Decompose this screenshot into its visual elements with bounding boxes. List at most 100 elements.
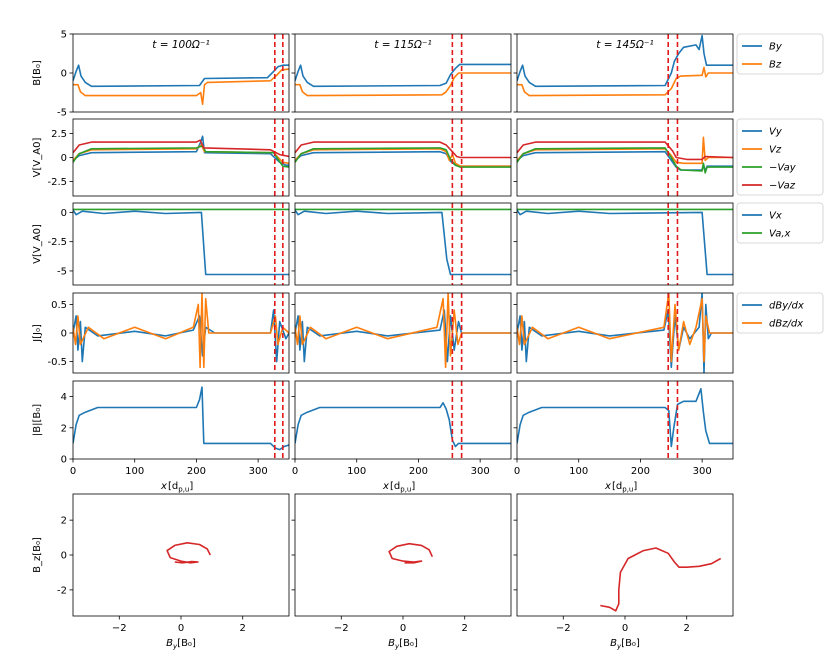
panel-title: t = 115Ω⁻¹ [374, 39, 431, 51]
chart-row-b: -5 0 5 t = 100Ω⁻¹ t = 115Ω⁻¹ t = 145Ω⁻¹ B[B₀] B… [32, 30, 824, 119]
legend-label: Va,x [769, 229, 791, 240]
legend: Vy Vz −Vay −Vaz [736, 118, 824, 196]
panel-b-3: t = 145Ω⁻¹ [513, 33, 734, 113]
series-line-by [517, 34, 733, 88]
series-line-b [295, 401, 511, 448]
series-line-vy [295, 150, 511, 167]
series-line-dbzdx [73, 293, 289, 369]
panel-hodo-3: −2 0 2 By[B₀] [513, 493, 734, 651]
x-tick-label: −2 [556, 623, 571, 634]
series-line-vy [517, 150, 733, 172]
x-tick-label: 100 [125, 466, 144, 477]
y-tick-label: -2.5 [47, 177, 67, 188]
y-tick-label: 4 [61, 392, 67, 403]
x-tick-label: 200 [187, 466, 206, 477]
y-axis-label: V[V_A0] [32, 224, 43, 264]
panel-bmag-3: 0 100 200 300 x [dp,u] [513, 380, 734, 494]
panel-j-2 [291, 292, 512, 374]
series-line-dbzdx [517, 293, 733, 363]
series-line-vaz [295, 141, 511, 159]
y-axis-label: |B|[B₀] [32, 404, 43, 436]
x-axis-label: [dp,u] [168, 481, 193, 494]
x-tick-label: 0 [178, 623, 184, 634]
series-line-vx [295, 209, 511, 276]
x-axis-label: By[B₀] [610, 638, 640, 651]
y-tick-label: 0.5 [51, 300, 67, 311]
legend-label: Bz [769, 60, 782, 71]
x-tick-label: 0 [400, 623, 406, 634]
panel-title: t = 145Ω⁻¹ [596, 39, 653, 51]
y-tick-label: -0.5 [47, 357, 67, 368]
legend: dBy/dx dBz/dx [736, 292, 824, 334]
chart-row-vx: -5 -2.5 0 V[V_A0] Vx Va,x [32, 202, 824, 286]
series-line-vay [295, 147, 511, 168]
y-axis-label: B_z[B₀] [32, 537, 43, 573]
axes-frame [294, 380, 512, 460]
panel-v-2 [291, 118, 512, 197]
series-line-vy [73, 135, 289, 166]
x-tick-label: 2 [462, 623, 468, 634]
x-axis-label: x [382, 481, 389, 492]
y-tick-label: 2 [61, 516, 67, 527]
legend-label: dBz/dx [769, 319, 803, 330]
x-tick-label: 2 [684, 623, 690, 634]
y-tick-label: 2 [61, 423, 67, 434]
x-tick-label: 300 [693, 466, 712, 477]
y-tick-label: 0 [61, 208, 67, 219]
axes-frame [72, 380, 290, 460]
x-axis-label: [dp,u] [390, 481, 415, 494]
series-line-b [517, 387, 733, 448]
x-tick-label: 2 [240, 623, 246, 634]
series-line-dbydx [73, 309, 289, 363]
panel-hodo-2: −2 0 2 By[B₀] [291, 493, 512, 651]
panel-v-1: -2.5 0 2.5 [47, 118, 290, 197]
series-line-by [295, 63, 511, 88]
axes-frame [294, 493, 512, 617]
y-tick-label: 5 [61, 30, 67, 41]
y-tick-label: 0 [61, 551, 67, 562]
series-line-vx [517, 209, 733, 276]
y-tick-label: 2.5 [51, 129, 67, 140]
x-tick-label: −2 [112, 623, 127, 634]
y-tick-label: 0 [61, 329, 67, 340]
y-tick-label: 0 [61, 69, 67, 80]
panel-v-3 [513, 118, 734, 197]
axes-frame [516, 118, 734, 197]
series-line-hodograph [166, 541, 212, 564]
legend-label: Vz [769, 145, 782, 156]
x-tick-label: 200 [409, 466, 428, 477]
series-line-b [73, 386, 289, 451]
x-tick-label: 100 [347, 466, 366, 477]
y-axis-label: V[V_A0] [32, 138, 43, 178]
series-line-bz [73, 68, 289, 105]
panel-b-1: -5 0 5 t = 100Ω⁻¹ [57, 30, 290, 119]
panel-bmag-1: 0 2 4 0 100 200 300 x [dp,u] [61, 380, 290, 494]
panel-title: t = 100Ω⁻¹ [152, 39, 209, 51]
x-tick-label: 0 [514, 466, 520, 477]
y-tick-label: -5 [57, 266, 67, 277]
series-line-dbzdx [295, 293, 511, 369]
panel-vx-1: -5 -2.5 0 [47, 202, 290, 286]
x-axis-label: By[B₀] [166, 638, 196, 651]
panel-bmag-2: 0 100 200 300 x [dp,u] [291, 380, 512, 494]
legend-box [736, 118, 824, 196]
y-tick-label: -2 [57, 585, 67, 596]
legend-label: Vy [769, 127, 783, 138]
x-tick-label: 300 [249, 466, 268, 477]
axes-frame [72, 118, 290, 197]
panel-j-3 [513, 292, 734, 374]
y-tick-label: 0 [61, 455, 67, 466]
y-axis-label: B[B₀] [32, 60, 43, 86]
x-tick-label: 0 [622, 623, 628, 634]
x-tick-label: 100 [569, 466, 588, 477]
series-line-hodograph [388, 542, 434, 564]
panel-vx-3 [513, 202, 734, 286]
series-line-vay [517, 147, 733, 174]
x-axis-label: x [604, 481, 611, 492]
legend-label: Vx [769, 211, 782, 222]
axes-frame [72, 493, 290, 617]
legend-label: −Vaz [769, 181, 796, 192]
series-line-vx [73, 209, 289, 276]
